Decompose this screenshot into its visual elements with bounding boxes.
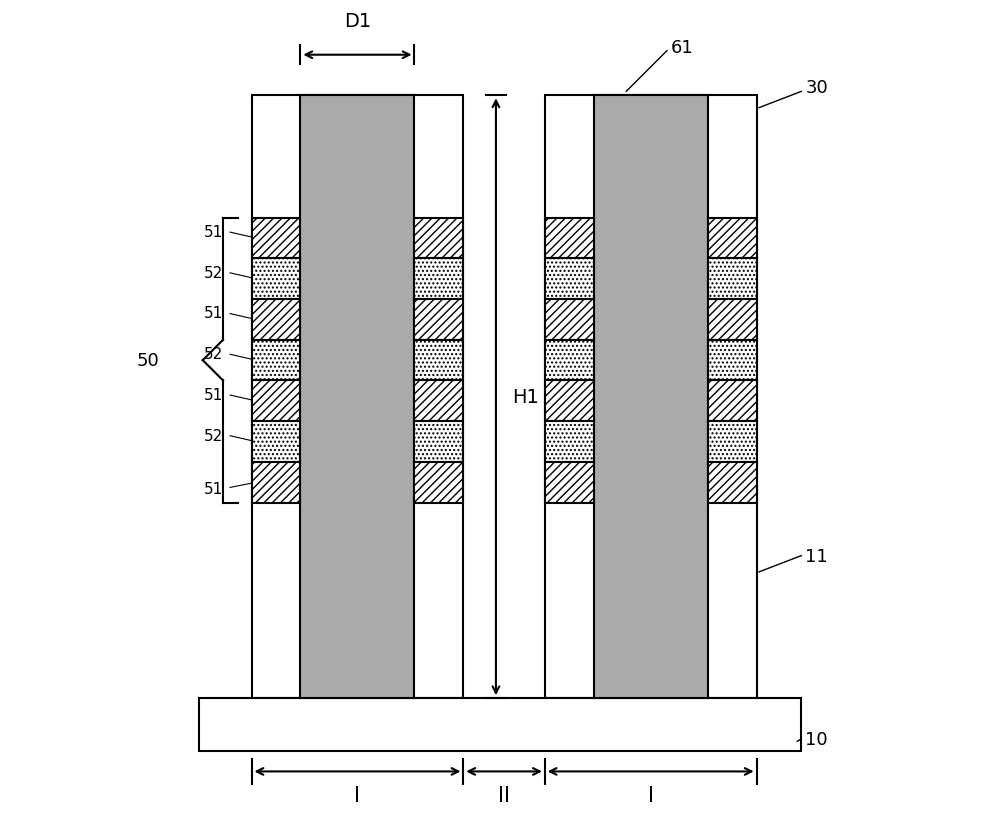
Bar bbox=[545, 463, 594, 503]
Bar bbox=[414, 463, 463, 503]
Text: I: I bbox=[648, 785, 654, 805]
Text: 52: 52 bbox=[204, 265, 223, 280]
Bar bbox=[300, 97, 414, 699]
Bar bbox=[252, 381, 300, 422]
Bar bbox=[708, 463, 757, 503]
Bar bbox=[414, 341, 463, 381]
Bar bbox=[545, 381, 594, 422]
Bar bbox=[252, 422, 300, 463]
Bar bbox=[545, 259, 594, 300]
Bar bbox=[708, 422, 757, 463]
Text: 52: 52 bbox=[204, 428, 223, 443]
Bar bbox=[414, 259, 463, 300]
Bar bbox=[414, 381, 463, 422]
Bar bbox=[545, 341, 594, 381]
Text: 51: 51 bbox=[204, 306, 223, 321]
Text: 61: 61 bbox=[671, 38, 694, 57]
Bar bbox=[594, 97, 708, 699]
Text: 50: 50 bbox=[137, 351, 160, 369]
Text: D1: D1 bbox=[344, 12, 371, 31]
Bar bbox=[199, 699, 801, 751]
Text: 30: 30 bbox=[805, 79, 828, 97]
Text: 51: 51 bbox=[204, 387, 223, 402]
Bar bbox=[545, 97, 757, 699]
Bar bbox=[545, 422, 594, 463]
Bar bbox=[252, 463, 300, 503]
Bar bbox=[708, 219, 757, 259]
Text: 51: 51 bbox=[204, 481, 223, 495]
Text: I: I bbox=[354, 785, 360, 805]
Text: 52: 52 bbox=[204, 346, 223, 362]
Bar bbox=[252, 259, 300, 300]
Bar bbox=[252, 300, 300, 341]
Text: 51: 51 bbox=[204, 224, 223, 240]
Bar bbox=[252, 341, 300, 381]
Text: 11: 11 bbox=[805, 547, 828, 565]
Bar bbox=[708, 259, 757, 300]
Bar bbox=[708, 300, 757, 341]
Bar bbox=[708, 381, 757, 422]
Bar bbox=[414, 219, 463, 259]
Bar bbox=[545, 219, 594, 259]
Bar bbox=[252, 97, 463, 699]
Text: H1: H1 bbox=[512, 388, 539, 407]
Text: 10: 10 bbox=[805, 730, 828, 748]
Bar bbox=[252, 219, 300, 259]
Bar bbox=[545, 300, 594, 341]
Text: II: II bbox=[498, 785, 510, 805]
Bar bbox=[414, 422, 463, 463]
Bar bbox=[414, 300, 463, 341]
Bar bbox=[708, 341, 757, 381]
